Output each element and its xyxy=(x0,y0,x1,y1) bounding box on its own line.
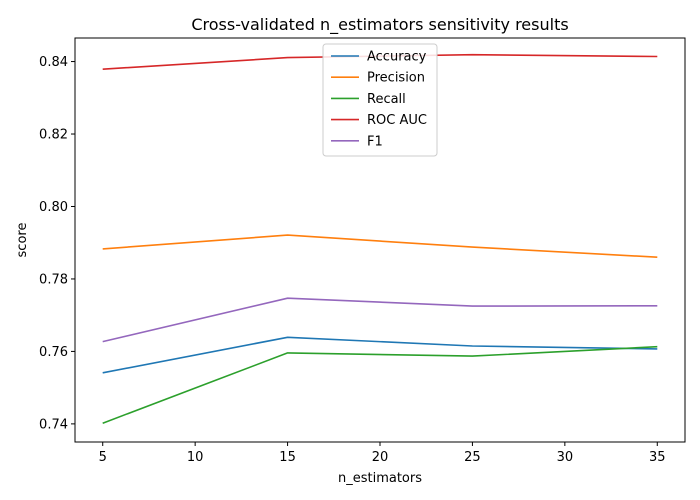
series-line-recall xyxy=(102,345,658,424)
y-axis-title: score xyxy=(15,223,30,258)
legend: Accuracy Precision Recall ROC AUC F1 xyxy=(322,43,438,157)
y-tick-label: 0.74 xyxy=(39,417,68,432)
y-tick-label: 0.76 xyxy=(39,345,68,360)
plot-area xyxy=(102,53,658,424)
x-tick-label: 10 xyxy=(187,450,204,465)
legend-item-roc-auc: ROC AUC xyxy=(331,113,427,128)
y-tick-label: 0.78 xyxy=(39,272,68,287)
legend-item-accuracy: Accuracy xyxy=(331,50,427,65)
series-line-precision xyxy=(102,234,658,258)
x-axis: 5 10 15 20 25 30 35 xyxy=(99,442,666,465)
series-line-f1 xyxy=(102,297,658,343)
y-tick-label: 0.82 xyxy=(39,128,68,143)
legend-item-f1: F1 xyxy=(331,134,383,149)
legend-item-precision: Precision xyxy=(331,71,425,86)
series-line-accuracy xyxy=(102,336,658,374)
x-axis-title: n_estimators xyxy=(338,471,422,486)
legend-item-recall: Recall xyxy=(331,92,406,107)
x-tick-label: 20 xyxy=(372,450,389,465)
legend-label: Recall xyxy=(367,92,406,107)
legend-label: F1 xyxy=(367,134,383,149)
x-tick-label: 30 xyxy=(557,450,574,465)
x-tick-label: 15 xyxy=(279,450,296,465)
chart-title: Cross-validated n_estimators sensitivity… xyxy=(191,15,568,35)
legend-label: Precision xyxy=(367,71,425,86)
x-tick-label: 35 xyxy=(649,450,666,465)
legend-label: Accuracy xyxy=(367,50,427,65)
legend-box xyxy=(322,43,438,157)
legend-label: ROC AUC xyxy=(367,113,427,128)
y-tick-label: 0.80 xyxy=(39,200,68,215)
y-tick-label: 0.84 xyxy=(39,55,68,70)
y-axis: 0.74 0.76 0.78 0.80 0.82 0.84 xyxy=(39,55,75,432)
x-tick-label: 5 xyxy=(99,450,107,465)
x-tick-label: 25 xyxy=(464,450,481,465)
